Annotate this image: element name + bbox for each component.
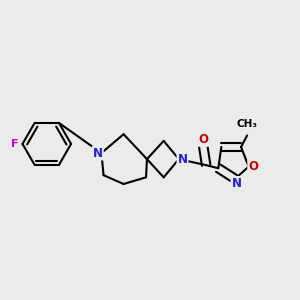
Text: CH₃: CH₃ (237, 119, 258, 129)
Text: N: N (93, 146, 103, 160)
Text: N: N (232, 177, 242, 190)
Text: F: F (11, 139, 19, 149)
Text: N: N (178, 153, 188, 166)
Text: O: O (198, 133, 208, 146)
Text: O: O (248, 160, 258, 173)
